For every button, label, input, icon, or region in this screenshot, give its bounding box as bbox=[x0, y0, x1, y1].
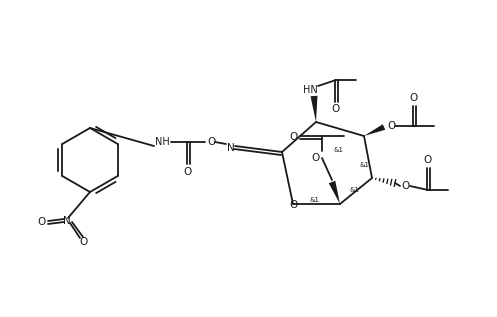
Text: &1: &1 bbox=[333, 147, 343, 153]
Text: O: O bbox=[289, 132, 297, 142]
Text: O: O bbox=[424, 155, 432, 165]
Polygon shape bbox=[311, 96, 318, 122]
Polygon shape bbox=[364, 124, 385, 136]
Text: O: O bbox=[290, 200, 298, 210]
Text: O: O bbox=[207, 137, 215, 147]
Text: O: O bbox=[184, 167, 192, 177]
Text: O: O bbox=[37, 217, 45, 227]
Text: &1: &1 bbox=[359, 162, 369, 168]
Text: &1: &1 bbox=[350, 187, 360, 193]
Text: N: N bbox=[63, 216, 71, 226]
Text: O: O bbox=[410, 93, 418, 103]
Text: O: O bbox=[332, 104, 340, 114]
Text: O: O bbox=[402, 181, 410, 191]
Text: NH: NH bbox=[155, 137, 169, 147]
Text: O: O bbox=[312, 153, 320, 163]
Polygon shape bbox=[329, 181, 340, 204]
Text: &1: &1 bbox=[309, 197, 319, 203]
Text: N: N bbox=[227, 143, 235, 153]
Text: HN: HN bbox=[303, 85, 318, 95]
Text: O: O bbox=[80, 237, 88, 247]
Text: O: O bbox=[387, 121, 395, 131]
